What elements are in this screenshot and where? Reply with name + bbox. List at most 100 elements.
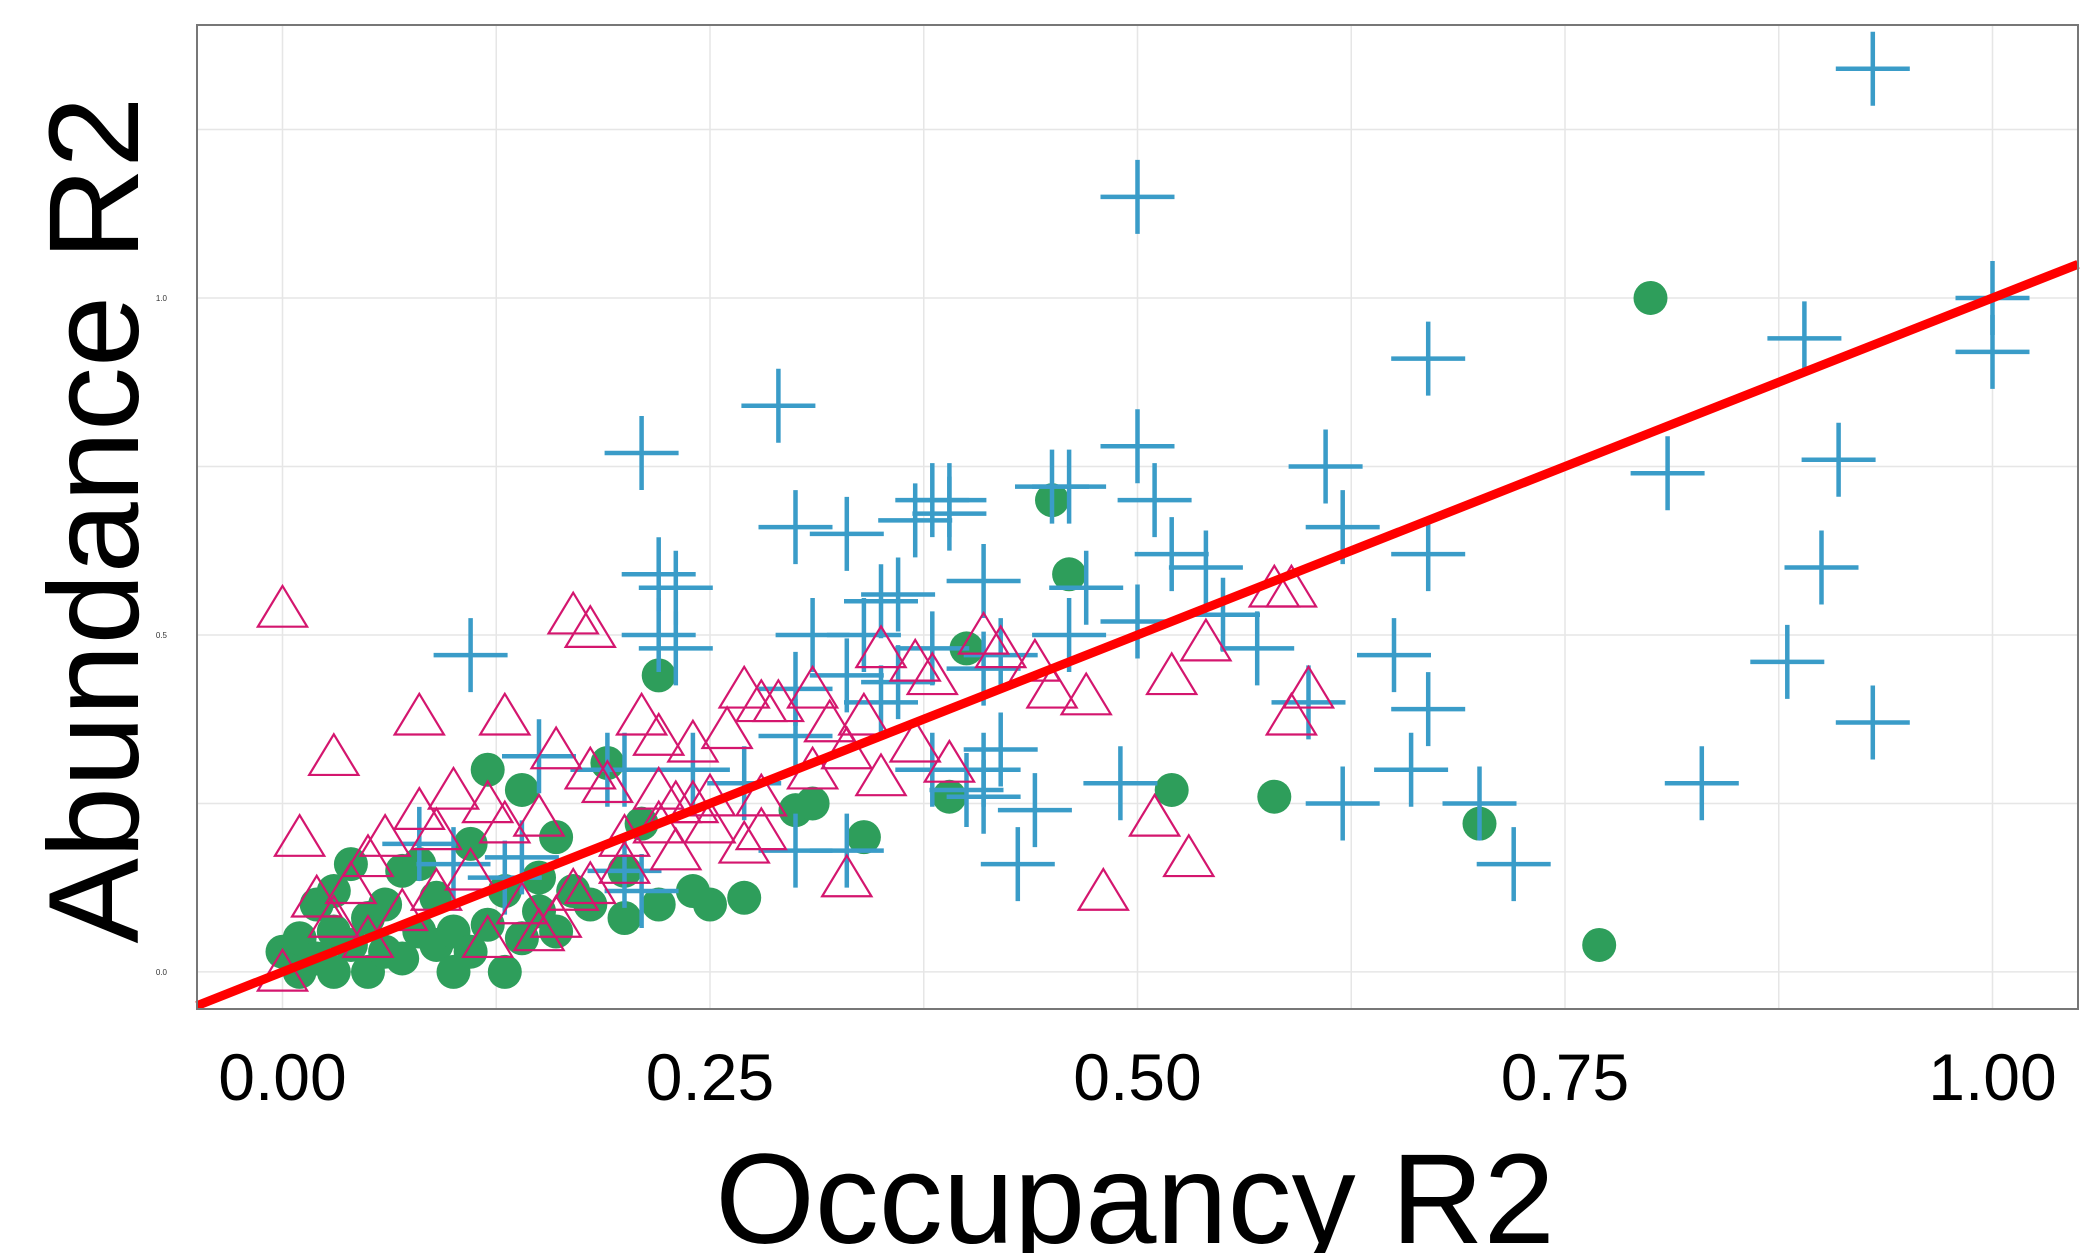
data-point-plus — [1955, 314, 2030, 389]
plot-panel-border — [196, 24, 2079, 1010]
y-axis-title: Abundance R2 — [23, 97, 166, 944]
data-point-circle — [1052, 557, 1087, 592]
data-point-triangle — [905, 651, 959, 696]
data-point-circle — [470, 907, 505, 942]
data-point-triangle — [786, 664, 840, 709]
data-point-triangle — [580, 759, 634, 804]
x-axis-ticks: 0.00 0.25 0.50 0.75 1.00 — [218, 1040, 2056, 1114]
x-tick-label: 0.25 — [646, 1040, 774, 1114]
data-point-plus — [655, 732, 730, 807]
data-point-triangle — [495, 880, 549, 925]
data-point-plus — [741, 368, 816, 443]
data-point-plus — [604, 415, 679, 490]
data-point-plus — [809, 638, 884, 713]
data-point-plus — [587, 833, 662, 908]
data-point-triangle — [255, 583, 310, 628]
y-tick-label: 1.0 — [156, 294, 168, 303]
data-point-plus — [1750, 624, 1825, 699]
data-point-triangle — [392, 786, 446, 830]
data-point-triangle — [649, 826, 703, 871]
data-point-triangle — [751, 678, 805, 723]
data-point-circle — [607, 901, 642, 936]
data-point-plus — [587, 732, 662, 807]
data-point-circle — [573, 887, 608, 922]
data-point-plus — [861, 557, 936, 632]
data-point-plus — [895, 611, 970, 686]
data-point-plus — [638, 611, 713, 686]
data-point-circle — [727, 880, 762, 915]
reference-line-group — [195, 260, 2080, 1010]
data-point-circle — [693, 887, 727, 922]
data-point-circle — [1154, 772, 1189, 807]
data-point-plus — [946, 544, 1021, 619]
data-point-plus — [1357, 618, 1431, 693]
data-point-triangle — [392, 691, 446, 736]
data-point-plus — [1288, 429, 1363, 504]
data-point-triangle — [666, 718, 720, 763]
data-point-circle — [795, 786, 830, 821]
data-point-plus — [980, 827, 1055, 902]
data-point-triangle — [358, 813, 412, 857]
data-point-plus — [946, 759, 1021, 834]
data-point-plus — [1220, 611, 1295, 686]
data-point-circle — [641, 658, 676, 693]
data-point-triangle — [307, 732, 361, 777]
data-point-circle — [641, 887, 676, 922]
y-tick-label: 0.0 — [156, 968, 168, 977]
data-point-plus — [1134, 517, 1209, 592]
data-point-circle — [1582, 927, 1617, 962]
data-point-plus — [382, 806, 457, 881]
data-point-plus — [1630, 436, 1705, 511]
data-point-circle — [453, 934, 488, 969]
data-point-triangle — [307, 893, 361, 938]
data-point-plus — [758, 490, 833, 565]
data-point-triangle — [717, 664, 771, 709]
data-point-plus — [621, 597, 696, 672]
data-point-plus — [1767, 301, 1842, 376]
data-point-triangle — [974, 624, 1028, 669]
data-point-circle — [470, 752, 505, 787]
data-point-plus — [1784, 530, 1859, 605]
data-point-circle — [316, 954, 351, 989]
data-point-plus — [963, 712, 1038, 787]
data-point-plus — [1083, 746, 1158, 821]
data-point-triangle — [632, 711, 686, 756]
data-point-plus — [1442, 766, 1517, 841]
data-point-plus — [861, 645, 936, 720]
data-point-triangle — [1128, 792, 1182, 837]
reference-line — [195, 260, 2080, 1010]
data-point-plus — [1476, 827, 1551, 902]
data-point-plus — [1835, 31, 1910, 106]
data-point-triangle — [837, 691, 891, 736]
data-point-plus — [878, 483, 953, 558]
data-point-plus — [1117, 463, 1192, 538]
data-point-plus — [604, 854, 679, 929]
data-point-triangle — [426, 765, 481, 810]
data-point-triangle — [615, 691, 669, 736]
data-point-plus — [1801, 422, 1876, 497]
data-point-circle — [1257, 779, 1292, 814]
data-point-plus — [826, 597, 901, 672]
data-point-triangle — [1145, 651, 1199, 696]
data-point-triangle — [444, 846, 498, 891]
data-point-plus — [1391, 517, 1466, 592]
data-point-plus — [1664, 746, 1739, 821]
data-point-triangle — [563, 604, 617, 649]
data-point-triangle — [546, 866, 600, 911]
data-point-triangle — [1179, 617, 1233, 662]
data-point-plus — [844, 665, 918, 740]
data-point-triangle — [461, 779, 515, 824]
data-point-triangle — [512, 907, 566, 952]
data-point-plus — [1168, 530, 1243, 605]
data-point-triangle — [803, 698, 857, 743]
data-point-circle — [368, 887, 403, 922]
data-point-plus — [1305, 766, 1380, 841]
data-point-triangle — [888, 718, 942, 763]
data-point-plus — [1049, 550, 1124, 625]
data-point-triangle — [1008, 637, 1062, 682]
data-point-triangle — [461, 914, 515, 959]
data-point-triangle — [478, 691, 532, 736]
data-point-plus — [809, 813, 884, 888]
